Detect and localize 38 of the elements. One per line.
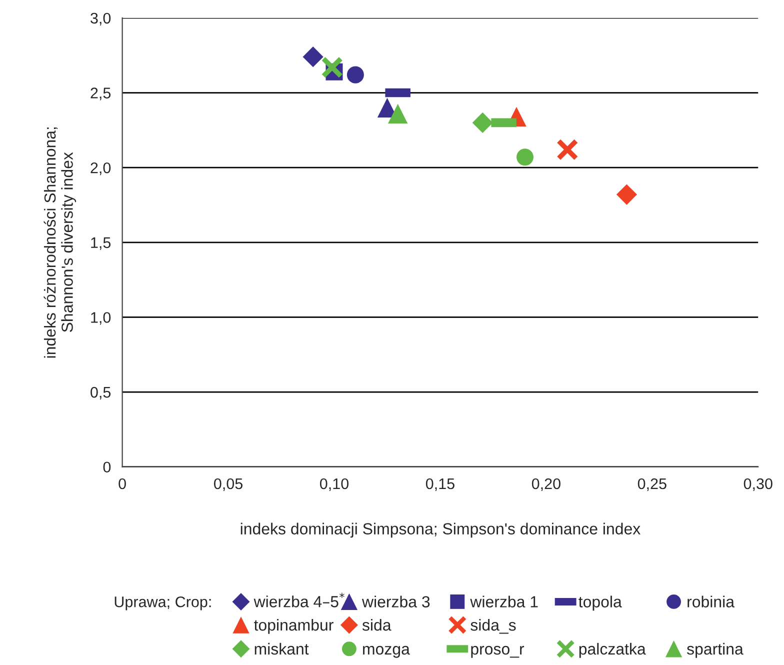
point [302,46,324,68]
y-tick-label: 2,0 [90,162,111,176]
legend-label: mozga [363,646,410,658]
legend-title: Uprawa; Crop: [114,596,211,610]
legend-label: sida_s [470,618,516,634]
y-tick-label: 1,5 [91,237,111,250]
y-tick-label: 1,0 [91,312,111,325]
legend-label: spartina [687,642,744,658]
x-tick-label: 0,10 [320,478,349,491]
point [346,66,364,84]
y-tick-label: 0 [103,462,111,473]
x-tick-label: 0,20 [532,478,560,491]
point [616,184,638,205]
x-tick-label: 0,25 [638,478,666,491]
point [516,148,534,166]
legend-label: wierzba 4–5$^{*}$ [254,592,344,608]
legend-label: topola [578,596,622,611]
y-tick-label: 3,0 [90,12,111,26]
legend-label: palczatka [579,642,646,658]
y-tick-label: 0,5 [90,386,111,400]
legend-label: topinambur [254,618,334,634]
legend-label: wierzba 1 [470,596,538,608]
legend-label: robinia [688,596,734,608]
y-axis-title: indeks różnorodności Shannona; Shannon's diversity index [44,128,76,358]
point [388,104,408,124]
point [322,57,342,78]
x-tick-label: 0,30 [744,478,772,491]
legend-label: miskant [254,642,309,655]
x-tick-label: 0,05 [214,478,243,491]
x-tick-label: 0 [118,478,126,490]
x-tick-label: 0,15 [426,478,454,491]
point [557,139,578,160]
legend-label: sida [362,618,392,631]
y-tick-label: 2,5 [90,88,111,100]
legend-label: wierzba 3 [362,596,430,608]
x-axis-title: indeks dominacji Simpsona; Simpson's dominance index [240,522,640,538]
point [472,112,493,133]
legend-label: proso_r [471,646,524,658]
